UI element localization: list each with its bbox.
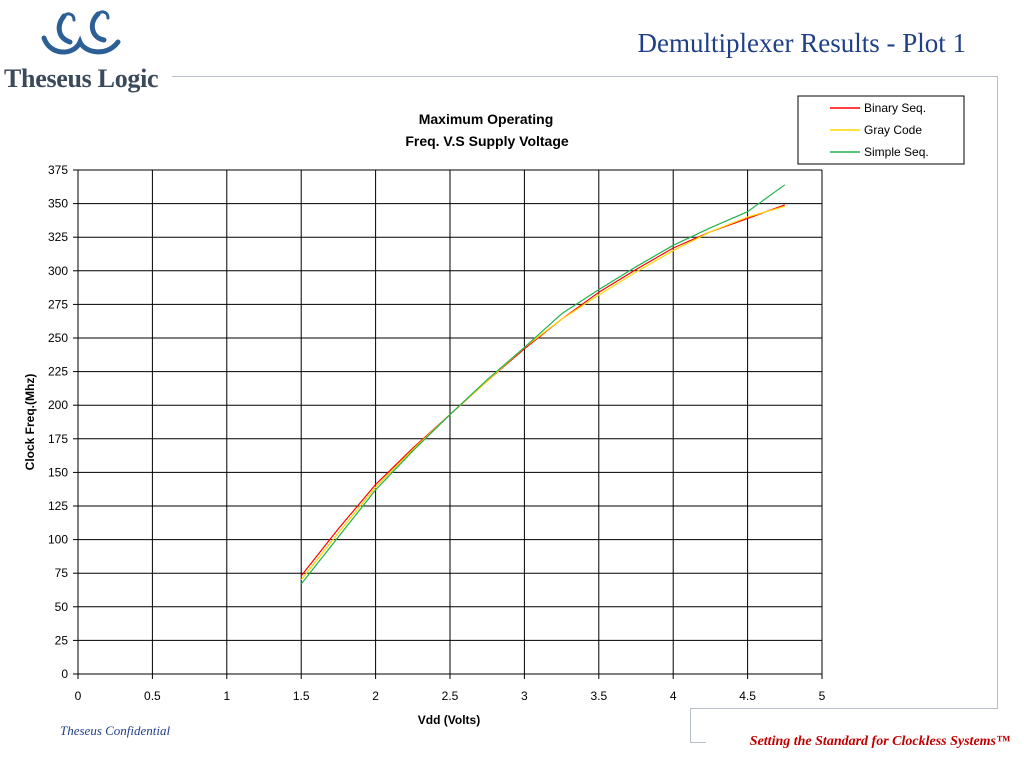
- series-line-binary-seq: [300, 204, 786, 577]
- legend-label: Gray Code: [864, 123, 922, 137]
- x-tick-label: 4: [670, 689, 677, 703]
- y-tick-label: 250: [48, 331, 68, 345]
- y-axis-label: Clock Freq.(Mhz): [23, 374, 37, 471]
- y-tick-label: 300: [48, 264, 68, 278]
- x-tick-label: 5: [819, 689, 826, 703]
- y-tick-label: 225: [48, 365, 68, 379]
- series-line-gray-code: [300, 205, 785, 581]
- footer-tagline: Setting the Standard for Clockless Syste…: [749, 734, 1010, 749]
- chart-grid: [73, 169, 823, 679]
- y-tick-label: 200: [48, 398, 68, 412]
- y-tick-label: 325: [48, 230, 68, 244]
- chart-title-line-2: Freq. V.S Supply Voltage: [405, 133, 569, 149]
- y-tick-label: 175: [48, 432, 68, 446]
- frame-inner-left-line: [690, 708, 691, 742]
- y-tick-label: 350: [48, 197, 68, 211]
- y-tick-label: 125: [48, 499, 68, 513]
- chart-series: [300, 184, 786, 585]
- y-tick-label: 25: [55, 633, 69, 647]
- frame-top-line: [172, 76, 998, 77]
- y-tick-label: 275: [48, 297, 68, 311]
- x-tick-label: 3: [521, 689, 528, 703]
- y-tick-label: 375: [48, 163, 68, 177]
- x-tick-label: 0.5: [144, 689, 161, 703]
- chart-legend: Binary Seq. Gray Code Simple Seq.: [797, 95, 965, 165]
- series-line-simple-seq: [300, 184, 786, 585]
- x-tick-label: 2: [372, 689, 379, 703]
- x-tick-label: 0: [75, 689, 82, 703]
- y-tick-label: 100: [48, 533, 68, 547]
- brand-name: Theseus Logic: [4, 64, 159, 93]
- frame-right-line: [997, 76, 998, 709]
- x-tick-labels: 0 0.5 1 1.5 2 2.5 3 3.5 4 4.5 5: [75, 689, 826, 703]
- y-tick-label: 0: [61, 667, 68, 681]
- footer-confidential: Theseus Confidential: [60, 723, 171, 738]
- x-axis-label: Vdd (Volts): [418, 713, 480, 727]
- y-tick-label: 75: [55, 566, 69, 580]
- theseus-logic-logo: Theseus Logic: [0, 4, 170, 94]
- x-tick-label: 3.5: [590, 689, 607, 703]
- y-tick-label: 50: [55, 600, 69, 614]
- x-tick-label: 1.5: [293, 689, 310, 703]
- y-tick-label: 150: [48, 465, 68, 479]
- y-tick-labels: 0 25 50 75 100 125 150 175 200 225 250 275 300 325 350…: [48, 163, 68, 681]
- logo-bird-icon: [41, 10, 121, 55]
- x-tick-label: 1: [223, 689, 230, 703]
- x-tick-label: 4.5: [739, 689, 756, 703]
- x-tick-label: 2.5: [442, 689, 459, 703]
- chart-title-line-1: Maximum Operating: [419, 111, 554, 127]
- frame-bottom-stub: [690, 742, 706, 743]
- slide-title: Demultiplexer Results - Plot 1: [637, 28, 966, 58]
- frame-inner-bottom-line: [690, 708, 998, 709]
- legend-label: Simple Seq.: [864, 145, 929, 159]
- legend-label: Binary Seq.: [864, 101, 926, 115]
- legend-box: [797, 95, 965, 165]
